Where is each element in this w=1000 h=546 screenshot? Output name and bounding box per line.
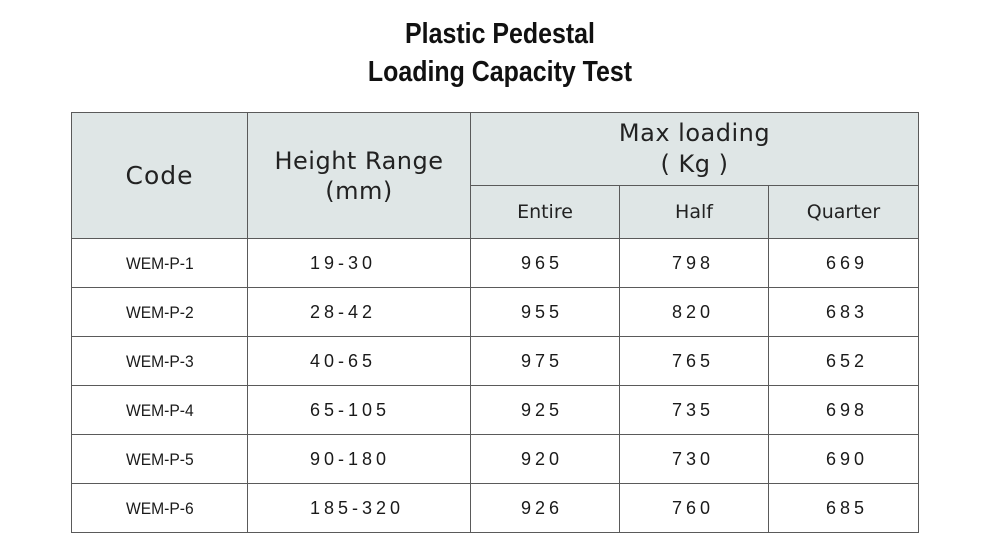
cell-height-range-value: 40-65 — [310, 350, 377, 371]
page-title-line-1: Plastic Pedestal — [405, 18, 595, 50]
header-max-loading: Max loading ( Kg ) — [470, 112, 919, 186]
cell-code: WEM-P-1 — [71, 238, 248, 288]
cell-height-range-value: 90-180 — [310, 448, 391, 469]
header-code: Code — [71, 112, 248, 239]
cell-height-range: 28-42 — [247, 287, 471, 337]
cell-entire-value: 955 — [521, 301, 564, 322]
loading-capacity-table: Code Height Range (mm) Max loading ( Kg … — [71, 112, 919, 533]
header-height-range: Height Range (mm) — [247, 112, 471, 239]
table-row: WEM-P-5 90-180 920 730 690 — [71, 434, 919, 484]
cell-code-value: WEM-P-1 — [125, 253, 194, 273]
cell-quarter: 690 — [768, 434, 919, 484]
header-entire: Entire — [470, 185, 620, 239]
table-row: WEM-P-3 40-65 975 765 652 — [71, 336, 919, 386]
cell-code-value: WEM-P-2 — [125, 302, 194, 322]
cell-entire-value: 965 — [521, 252, 564, 273]
cell-code: WEM-P-2 — [71, 287, 248, 337]
cell-half: 735 — [619, 385, 769, 435]
cell-entire: 965 — [470, 238, 620, 288]
cell-code-value: WEM-P-6 — [125, 498, 194, 518]
table-row: WEM-P-6 185-320 926 760 685 — [71, 483, 919, 533]
header-quarter: Quarter — [768, 185, 919, 239]
cell-half: 820 — [619, 287, 769, 337]
table-row: WEM-P-4 65-105 925 735 698 — [71, 385, 919, 435]
cell-entire: 975 — [470, 336, 620, 386]
cell-quarter-value: 698 — [826, 399, 869, 420]
cell-entire: 920 — [470, 434, 620, 484]
cell-entire: 925 — [470, 385, 620, 435]
header-height-range-unit: (mm) — [325, 176, 393, 205]
cell-quarter-value: 669 — [826, 252, 869, 273]
cell-code-value: WEM-P-4 — [125, 400, 194, 420]
header-max-loading-unit: ( Kg ) — [660, 150, 729, 178]
cell-half-value: 735 — [672, 399, 715, 420]
cell-height-range: 185-320 — [247, 483, 471, 533]
cell-half: 765 — [619, 336, 769, 386]
cell-quarter: 669 — [768, 238, 919, 288]
cell-height-range-value: 65-105 — [310, 399, 391, 420]
cell-quarter-value: 683 — [826, 301, 869, 322]
cell-half: 760 — [619, 483, 769, 533]
cell-half: 730 — [619, 434, 769, 484]
table-header: Code Height Range (mm) Max loading ( Kg … — [71, 112, 919, 239]
header-height-range-label: Height Range — [274, 146, 444, 175]
cell-height-range: 40-65 — [247, 336, 471, 386]
cell-entire: 955 — [470, 287, 620, 337]
cell-code: WEM-P-5 — [71, 434, 248, 484]
cell-quarter: 698 — [768, 385, 919, 435]
header-half: Half — [619, 185, 769, 239]
cell-quarter: 683 — [768, 287, 919, 337]
cell-height-range-value: 19-30 — [310, 252, 377, 273]
cell-half-value: 820 — [672, 301, 715, 322]
cell-code-value: WEM-P-5 — [125, 449, 194, 469]
table-body: WEM-P-1 19-30 965 798 669 WEM-P-2 28-42 955 820 6… — [71, 238, 919, 533]
cell-height-range-value: 28-42 — [310, 301, 377, 322]
cell-code-value: WEM-P-3 — [125, 351, 194, 371]
cell-code: WEM-P-3 — [71, 336, 248, 386]
cell-quarter: 685 — [768, 483, 919, 533]
cell-height-range: 19-30 — [247, 238, 471, 288]
header-max-loading-label: Max loading — [618, 119, 771, 147]
cell-entire: 926 — [470, 483, 620, 533]
cell-entire-value: 975 — [521, 350, 564, 371]
cell-quarter-value: 690 — [826, 448, 869, 469]
cell-code: WEM-P-6 — [71, 483, 248, 533]
cell-height-range-value: 185-320 — [310, 497, 405, 518]
cell-entire-value: 920 — [521, 448, 564, 469]
cell-quarter: 652 — [768, 336, 919, 386]
cell-half: 798 — [619, 238, 769, 288]
cell-half-value: 760 — [672, 497, 715, 518]
cell-quarter-value: 685 — [826, 497, 869, 518]
cell-entire-value: 926 — [521, 497, 564, 518]
cell-entire-value: 925 — [521, 399, 564, 420]
cell-code: WEM-P-4 — [71, 385, 248, 435]
cell-half-value: 798 — [672, 252, 715, 273]
cell-height-range: 90-180 — [247, 434, 471, 484]
page-title-line-2: Loading Capacity Test — [367, 56, 633, 88]
cell-quarter-value: 652 — [826, 350, 869, 371]
cell-half-value: 730 — [672, 448, 715, 469]
table-row: WEM-P-1 19-30 965 798 669 — [71, 238, 919, 288]
table-row: WEM-P-2 28-42 955 820 683 — [71, 287, 919, 337]
cell-height-range: 65-105 — [247, 385, 471, 435]
cell-half-value: 765 — [672, 350, 715, 371]
